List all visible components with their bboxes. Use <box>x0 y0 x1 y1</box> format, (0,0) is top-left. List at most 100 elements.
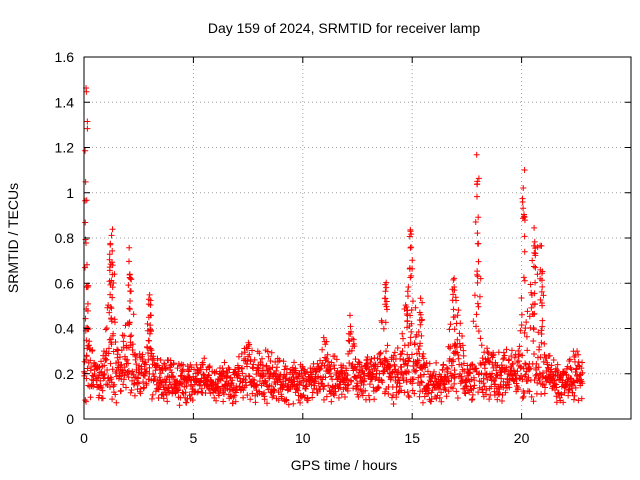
data-point-marker <box>147 326 154 333</box>
data-point-marker <box>277 376 284 383</box>
data-point-marker <box>109 247 116 254</box>
data-point-marker <box>391 363 398 370</box>
data-point-marker <box>121 332 128 339</box>
data-point-marker <box>249 347 256 354</box>
data-point-marker <box>104 366 111 373</box>
data-point-marker <box>252 399 259 406</box>
data-point-marker <box>344 372 351 379</box>
data-point-marker <box>473 151 480 158</box>
data-point-marker <box>475 258 482 265</box>
data-point-marker <box>331 392 338 399</box>
data-point-marker <box>531 351 538 358</box>
data-point-marker <box>98 384 105 391</box>
data-point-marker <box>575 358 582 365</box>
data-point-marker <box>487 373 494 380</box>
data-point-marker <box>251 356 258 363</box>
data-point-marker <box>149 391 156 398</box>
data-point-marker <box>437 382 444 389</box>
data-point-marker <box>290 400 297 407</box>
data-point-marker <box>561 389 568 396</box>
data-point-marker <box>573 365 580 372</box>
data-point-marker <box>527 365 534 372</box>
data-point-marker <box>276 357 283 364</box>
data-point-marker <box>455 355 462 362</box>
data-point-marker <box>319 376 326 383</box>
data-point-marker <box>100 348 107 355</box>
data-point-marker <box>490 351 497 358</box>
data-point-marker <box>502 389 509 396</box>
data-point-marker <box>519 352 526 359</box>
data-point-marker <box>201 355 208 362</box>
data-point-marker <box>502 382 509 389</box>
data-point-marker <box>155 394 162 401</box>
data-point-marker <box>512 372 519 379</box>
data-point-marker <box>243 382 250 389</box>
data-point-marker <box>501 352 508 359</box>
data-point-marker <box>127 275 134 282</box>
data-point-marker <box>160 395 167 402</box>
data-point-marker <box>353 366 360 373</box>
data-point-marker <box>338 391 345 398</box>
data-point-marker <box>534 271 541 278</box>
data-point-marker <box>346 359 353 366</box>
data-point-marker <box>500 356 507 363</box>
data-point-marker <box>531 238 538 245</box>
data-point-marker <box>409 257 416 264</box>
data-point-marker <box>475 371 482 378</box>
data-point-marker <box>352 356 359 363</box>
data-point-marker <box>175 387 182 394</box>
data-point-marker <box>506 356 513 363</box>
data-point-marker <box>310 379 317 386</box>
data-point-marker <box>531 310 538 317</box>
data-point-marker <box>127 339 134 346</box>
data-point-marker <box>163 365 170 372</box>
data-point-marker <box>143 381 150 388</box>
data-point-marker <box>167 357 174 364</box>
data-point-marker <box>530 337 537 344</box>
data-point-marker <box>161 386 168 393</box>
data-point-marker <box>220 398 227 405</box>
data-point-marker <box>135 375 142 382</box>
data-point-marker <box>366 366 373 373</box>
data-point-marker <box>440 361 447 368</box>
x-tick-label: 0 <box>80 430 88 446</box>
data-point-marker <box>451 350 458 357</box>
data-point-marker <box>532 264 539 271</box>
data-point-marker <box>193 361 200 368</box>
data-point-marker <box>409 387 416 394</box>
data-point-marker <box>451 313 458 320</box>
data-point-marker <box>579 380 586 387</box>
data-point-marker <box>535 364 542 371</box>
data-point-marker <box>95 364 102 371</box>
data-point-marker <box>259 355 266 362</box>
data-point-marker <box>100 371 107 378</box>
data-point-marker <box>494 396 501 403</box>
y-axis-title: SRMTID / TECUs <box>5 183 21 293</box>
data-point-marker <box>537 242 544 249</box>
chart-title: Day 159 of 2024, SRMTID for receiver lam… <box>208 20 481 36</box>
data-point-marker <box>520 274 527 281</box>
data-point-marker <box>390 391 397 398</box>
data-point-marker <box>299 393 306 400</box>
data-point-marker <box>407 334 414 341</box>
data-point-marker <box>514 368 521 375</box>
data-point-marker <box>149 355 156 362</box>
data-point-marker <box>323 355 330 362</box>
data-point-marker <box>375 383 382 390</box>
data-point-marker <box>207 390 214 397</box>
data-point-marker <box>472 219 479 226</box>
data-point-marker <box>443 393 450 400</box>
data-point-marker <box>200 371 207 378</box>
data-point-marker <box>124 369 131 376</box>
data-point-marker <box>157 357 164 364</box>
data-point-marker <box>460 360 467 367</box>
data-point-marker <box>570 396 577 403</box>
data-point-marker <box>569 382 576 389</box>
data-point-marker <box>120 376 127 383</box>
data-point-marker <box>465 369 472 376</box>
data-point-marker <box>110 330 117 337</box>
data-point-marker <box>316 366 323 373</box>
data-point-marker <box>453 297 460 304</box>
data-point-marker <box>438 389 445 396</box>
data-point-marker <box>87 394 94 401</box>
